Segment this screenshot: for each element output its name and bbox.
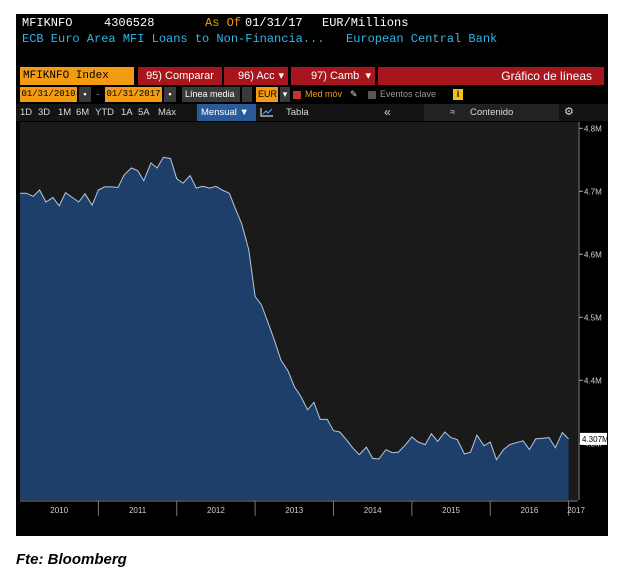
change-menu[interactable]: 97) Camb ▾ [291, 67, 375, 85]
security-field[interactable]: MFIKNFO Index [20, 67, 134, 85]
end-date-field[interactable]: 01/31/2017 [105, 87, 162, 102]
period-button[interactable]: 1A [121, 107, 133, 118]
x-tick-label: 2013 [285, 506, 303, 515]
bloomberg-terminal-window: MFIKNFO 4306528 As Of 01/31/17 EUR/Milli… [16, 14, 608, 536]
y-tick-label: 4.4M [584, 376, 602, 385]
x-tick-label: 2012 [207, 506, 225, 515]
start-date-field[interactable]: 01/31/2010 [20, 87, 77, 102]
key-events-checkbox[interactable] [368, 91, 376, 99]
x-tick-label: 2015 [442, 506, 460, 515]
gear-icon[interactable]: ⚙ [564, 106, 574, 118]
ticker: MFIKNFO [22, 16, 73, 30]
source-caption: Fte: Bloomberg [16, 551, 127, 568]
x-tick-label: 2010 [50, 506, 68, 515]
period-button[interactable]: YTD [95, 107, 114, 118]
series-description: ECB Euro Area MFI Loans to Non-Financia.… [22, 32, 325, 46]
currency-select[interactable]: EUR [256, 87, 278, 102]
description-row: ECB Euro Area MFI Loans to Non-Financia.… [16, 32, 608, 48]
collapse-icon[interactable]: « [384, 105, 391, 119]
moving-avg-label: Med móv [305, 89, 343, 99]
as-of-label: As Of [205, 16, 242, 30]
series-area [20, 157, 569, 501]
line-chart-icon[interactable] [258, 104, 276, 121]
key-events-label: Eventos clave [380, 89, 437, 99]
command-bar: MFIKNFO Index 95) Comparar 96) Acc ▾ 97)… [16, 67, 608, 85]
period-button[interactable]: 3D [38, 107, 51, 118]
content-label: Contenido [470, 107, 514, 118]
last-value-box [580, 432, 607, 445]
content-icon: ≈ [450, 107, 456, 118]
info-icon[interactable]: i [453, 89, 463, 100]
header-row: MFIKNFO 4306528 As Of 01/31/17 EUR/Milli… [16, 16, 608, 32]
frequency-select[interactable]: Mensual ▼ [197, 104, 256, 121]
x-tick-label: 2016 [521, 506, 539, 515]
moving-avg-checkbox[interactable] [293, 91, 301, 99]
y-tick-label: 4.6M [584, 250, 602, 259]
change-label: 97) Camb [311, 70, 360, 82]
y-tick-label: 4.7M [584, 187, 602, 196]
chevron-down-icon[interactable]: ▾ [280, 87, 290, 102]
loans-area-chart: 2010 2011 2012 2013 2014 2015 2016 2017 4.8M 4.7… [20, 122, 608, 516]
as-of-date: 01/31/17 [245, 16, 303, 30]
period-button[interactable]: 5A [138, 107, 150, 118]
period-bar: 1D 3D 1M 6M YTD 1A 5A Máx Mensual ▼ Tabla « ≈ C… [16, 104, 608, 121]
chevron-down-icon: ▾ [365, 70, 371, 82]
actions-menu[interactable]: 96) Acc ▾ [224, 67, 288, 85]
y-tick-label: 4.8M [584, 124, 602, 133]
actions-label: 96) Acc [238, 70, 275, 82]
calendar-icon[interactable]: ▪ [79, 87, 91, 102]
content-button[interactable]: ≈ Contenido [424, 104, 559, 121]
chevron-down-icon[interactable] [242, 87, 252, 102]
chevron-down-icon: ▾ [278, 70, 284, 82]
line-type-select[interactable]: Línea media [182, 87, 240, 102]
pencil-icon[interactable]: ✎ [350, 89, 358, 99]
chart-type-label[interactable]: Gráfico de líneas [378, 67, 604, 85]
table-tab[interactable]: Tabla [286, 107, 309, 118]
units-label: EUR/Millions [322, 16, 409, 30]
period-button[interactable]: 1D [20, 107, 33, 118]
options-bar: 01/31/2010 ▪ - 01/31/2017 ▪ Línea media … [16, 87, 608, 102]
data-source: European Central Bank [346, 32, 498, 46]
calendar-icon[interactable]: ▪ [164, 87, 176, 102]
x-tick-label: 2011 [129, 506, 147, 515]
period-button[interactable]: 6M [76, 107, 90, 118]
x-axis: 2010 2011 2012 2013 2014 2015 2016 2017 [20, 500, 585, 516]
period-button[interactable]: 1M [58, 107, 72, 118]
x-tick-label: 2014 [364, 506, 382, 515]
series-line [20, 156, 569, 461]
security-code: 4306528 [104, 16, 155, 30]
date-separator-icon: - [96, 89, 100, 99]
period-button[interactable]: Máx [158, 107, 176, 118]
last-value-label: 4.307M [582, 435, 608, 444]
last-value-badge: 4.307M [580, 432, 608, 445]
compare-button[interactable]: 95) Comparar [138, 67, 222, 85]
y-tick-label: 4.5M [584, 313, 602, 322]
x-tick-label: 2017 [567, 506, 585, 515]
